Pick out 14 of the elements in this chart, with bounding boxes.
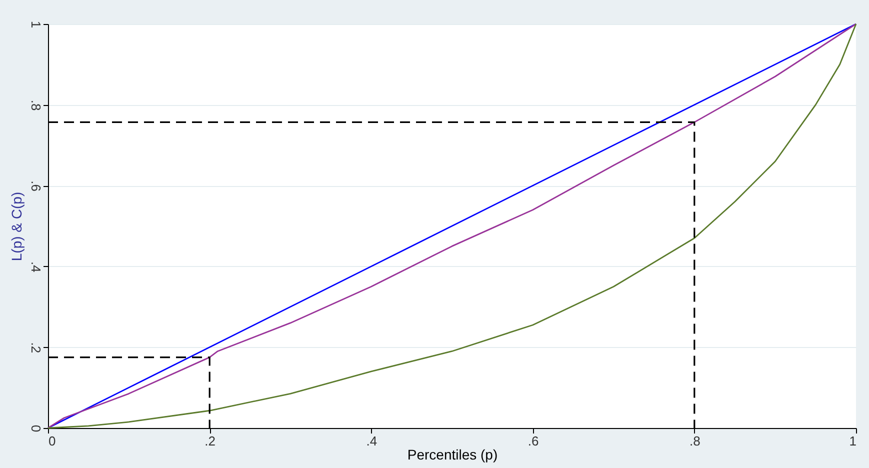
x-tick-label: .8 [689, 434, 700, 448]
x-axis-title: Percentiles (p) [407, 446, 498, 462]
y-tick-label: 0 [28, 424, 44, 432]
x-tick-label: 1 [849, 434, 856, 448]
y-tick-label: .2 [28, 342, 44, 354]
x-tick-label: .6 [528, 434, 539, 448]
y-tick-label: .6 [28, 180, 44, 192]
y-tick-label: 1 [28, 20, 44, 28]
x-tick-label: .4 [366, 434, 378, 448]
y-tick-label: .4 [28, 261, 44, 272]
x-tick-label: 0 [48, 434, 56, 448]
y-tick-label: .8 [28, 100, 44, 111]
y-axis-title: L(p) & C(p) [8, 192, 24, 262]
x-tick-label: .2 [204, 434, 216, 448]
